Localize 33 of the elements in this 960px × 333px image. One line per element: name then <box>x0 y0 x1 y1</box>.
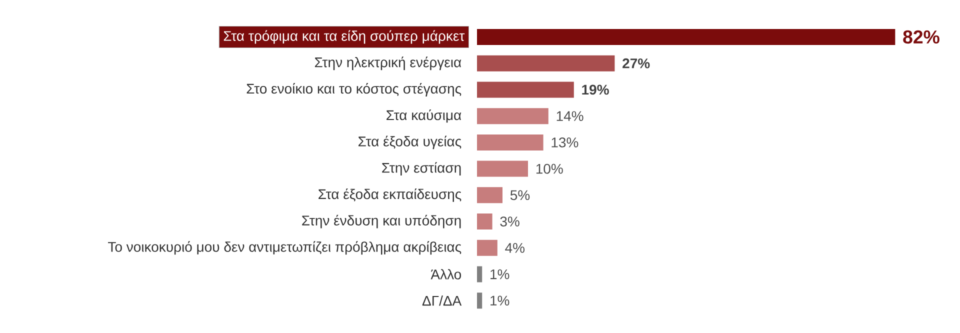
y-tick-label: Στην ηλεκτρική ενέργεια <box>314 56 462 70</box>
data-label: 27% <box>622 58 650 68</box>
bar <box>477 187 502 204</box>
data-label: 14% <box>556 111 584 121</box>
data-label: 13% <box>552 137 578 148</box>
bar <box>477 134 544 150</box>
bar <box>477 292 482 309</box>
y-tick-label: Στο ενοίκιο και το κόστος στέγασης <box>246 83 462 96</box>
y-tick-label: Στα τρόφιμα και τα είδη σούπερ μάρκετ <box>224 30 465 44</box>
bar <box>477 28 896 45</box>
y-tick-label: Στα έξοδα υγείας <box>358 136 462 150</box>
data-label: 3% <box>500 216 520 226</box>
data-label: 19% <box>582 84 609 95</box>
y-tick-label: Στην εστίαση <box>382 162 461 176</box>
data-label: 4% <box>505 243 524 253</box>
y-tick-label: Στα καύσιμα <box>386 109 462 123</box>
bar <box>477 55 615 72</box>
y-tick-label: ΔΓ/ΔΑ <box>422 295 462 306</box>
data-label: 1% <box>490 296 510 306</box>
bar <box>477 240 498 256</box>
data-label: 5% <box>510 190 530 200</box>
y-tick-label: Άλλο <box>430 269 462 280</box>
data-label: 82% <box>903 30 940 44</box>
bar <box>477 108 548 124</box>
data-label: 1% <box>490 269 510 280</box>
bar <box>477 266 482 282</box>
bar <box>477 160 528 177</box>
y-tick-label: Στην ένδυση και υπόδηση <box>302 214 461 228</box>
bar <box>477 214 492 230</box>
data-label: 10% <box>536 164 563 174</box>
bar <box>477 82 574 98</box>
y-tick-label: Στα έξοδα εκπαίδευσης <box>318 188 462 202</box>
y-tick-label: Το νοικοκυριό μου δεν αντιμετωπίζει πρόβλημα ακρίβειας <box>108 241 462 255</box>
